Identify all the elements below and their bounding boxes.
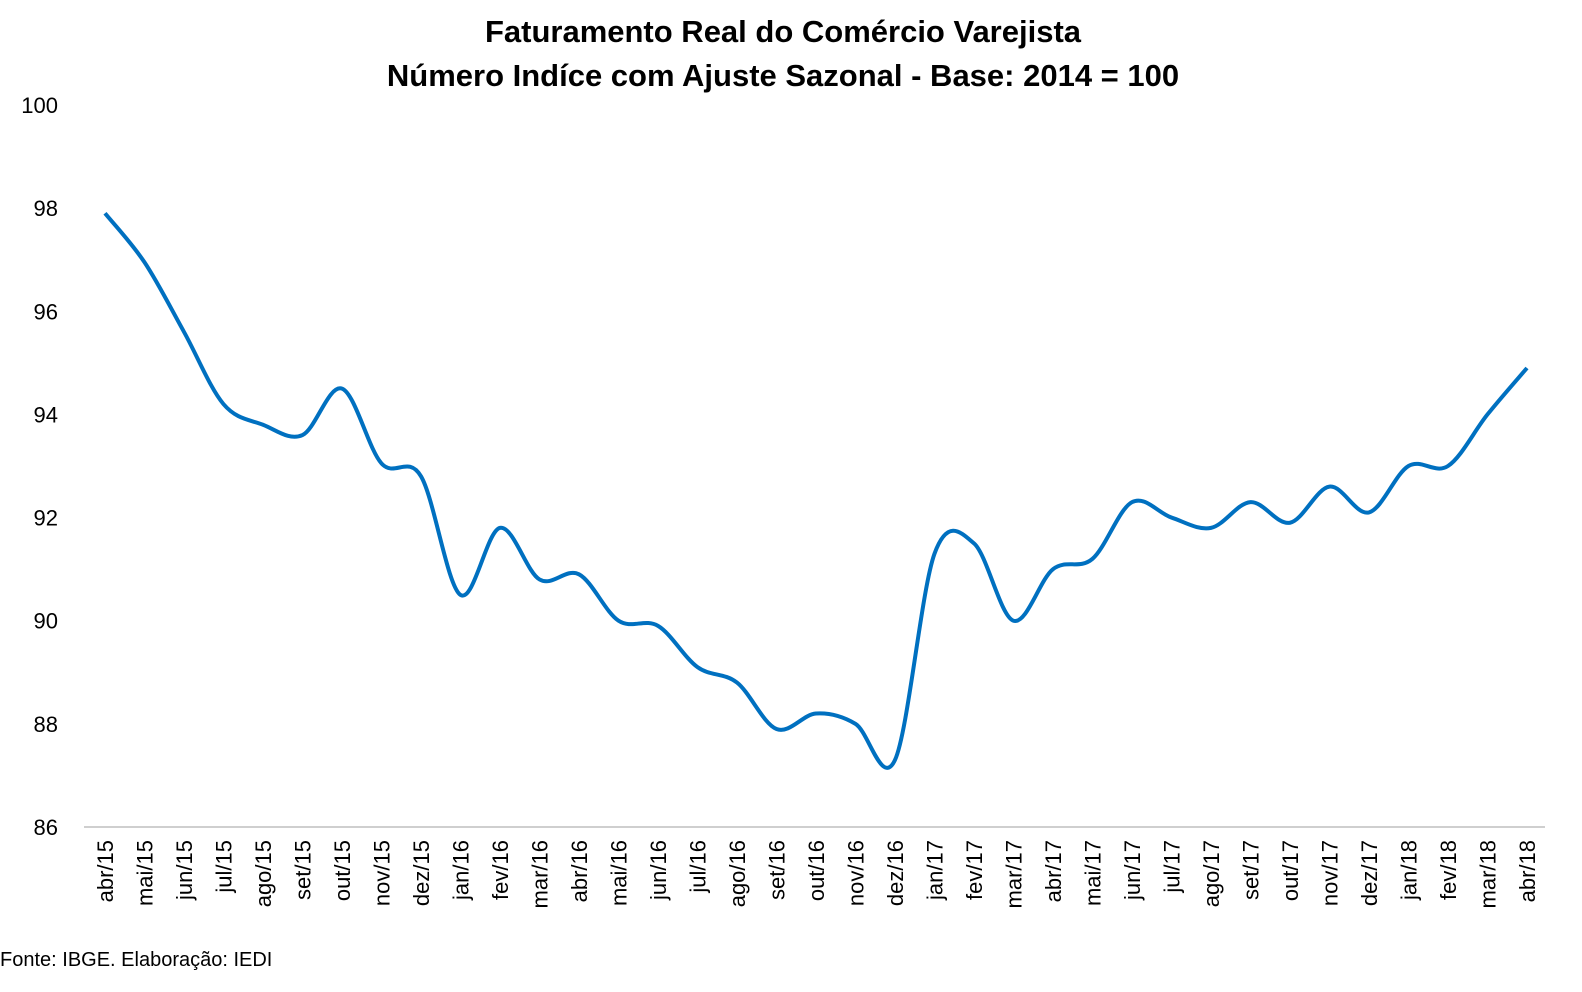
y-tick-label: 90 bbox=[34, 609, 58, 634]
x-tick-label: jun/16 bbox=[646, 840, 671, 901]
y-tick-label: 96 bbox=[34, 299, 58, 324]
chart-title: Faturamento Real do Comércio Varejista bbox=[485, 14, 1082, 49]
x-tick-label: abr/18 bbox=[1515, 840, 1540, 902]
y-tick-label: 100 bbox=[21, 93, 58, 118]
x-tick-label: jul/17 bbox=[1160, 840, 1185, 894]
x-tick-label: jun/17 bbox=[1120, 840, 1145, 901]
chart-subtitle: Número Indíce com Ajuste Sazonal - Base:… bbox=[387, 58, 1179, 93]
x-tick-label: nov/16 bbox=[844, 840, 869, 906]
x-tick-label: dez/16 bbox=[883, 840, 908, 906]
x-tick-label: set/16 bbox=[765, 840, 790, 900]
x-tick-label: jan/16 bbox=[449, 840, 474, 901]
x-tick-label: abr/17 bbox=[1041, 840, 1066, 902]
x-tick-label: mar/18 bbox=[1476, 840, 1501, 908]
x-tick-label: ago/16 bbox=[725, 840, 750, 907]
x-tick-label: abr/16 bbox=[567, 840, 592, 902]
x-tick-label: mai/16 bbox=[607, 840, 632, 906]
x-tick-label: mai/15 bbox=[133, 840, 158, 906]
x-tick-label: fev/16 bbox=[488, 840, 513, 900]
x-tick-label: fev/17 bbox=[962, 840, 987, 900]
y-tick-label: 88 bbox=[34, 712, 58, 737]
x-tick-label: jul/16 bbox=[686, 840, 711, 894]
x-tick-label: jan/17 bbox=[923, 840, 948, 901]
y-tick-label: 98 bbox=[34, 196, 58, 221]
x-tick-label: mai/17 bbox=[1081, 840, 1106, 906]
x-tick-label: abr/15 bbox=[93, 840, 118, 902]
x-tick-label: jan/18 bbox=[1397, 840, 1422, 901]
x-tick-label: ago/17 bbox=[1199, 840, 1224, 907]
x-tick-label: dez/15 bbox=[409, 840, 434, 906]
x-tick-label: out/15 bbox=[330, 840, 355, 901]
y-tick-label: 86 bbox=[34, 815, 58, 840]
x-tick-label: dez/17 bbox=[1357, 840, 1382, 906]
y-tick-label: 92 bbox=[34, 506, 58, 531]
source-note: Fonte: IBGE. Elaboração: IEDI bbox=[0, 949, 272, 971]
x-tick-label: jul/15 bbox=[212, 840, 237, 894]
x-tick-label: set/15 bbox=[291, 840, 316, 900]
x-tick-label: set/17 bbox=[1239, 840, 1264, 900]
data-line bbox=[103, 212, 1529, 770]
x-tick-label: mar/17 bbox=[1002, 840, 1027, 908]
x-tick-label: out/16 bbox=[804, 840, 829, 901]
x-tick-label: ago/15 bbox=[251, 840, 276, 907]
y-tick-label: 94 bbox=[34, 402, 58, 427]
x-tick-label: out/17 bbox=[1278, 840, 1303, 901]
x-tick-label: mar/16 bbox=[528, 840, 553, 908]
x-tick-label: jun/15 bbox=[172, 840, 197, 901]
x-tick-label: nov/15 bbox=[370, 840, 395, 906]
x-tick-label: nov/17 bbox=[1318, 840, 1343, 906]
x-tick-label: fev/18 bbox=[1436, 840, 1461, 900]
